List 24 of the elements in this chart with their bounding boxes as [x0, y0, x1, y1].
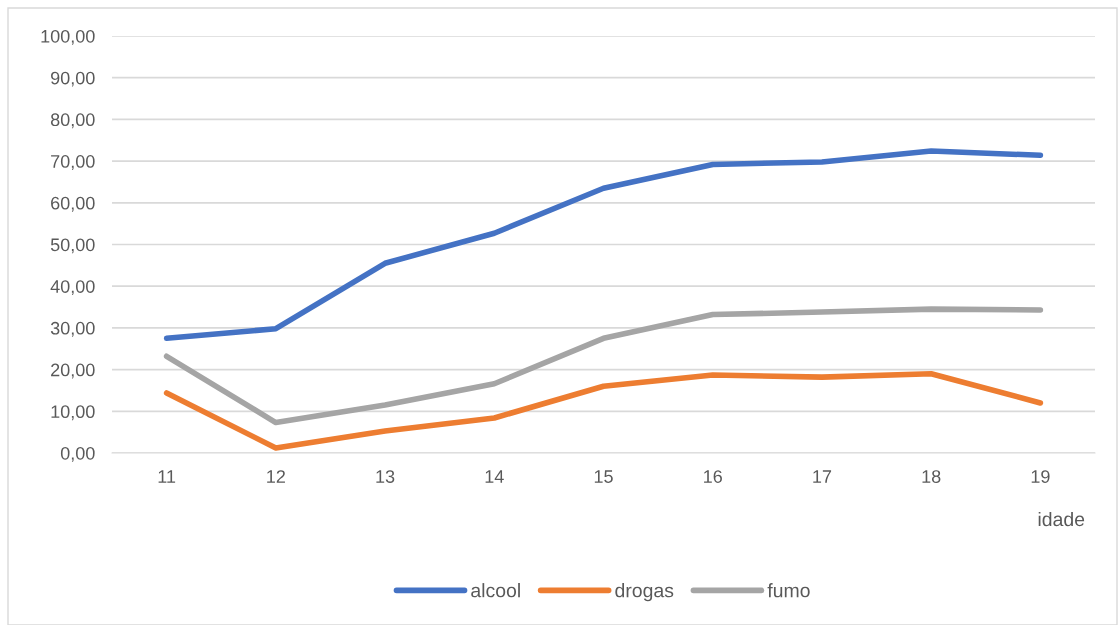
legend-label: drogas [615, 583, 674, 602]
x-tick-label: 11 [158, 470, 176, 483]
y-tick-label: 80,00 [50, 113, 95, 129]
x-tick-label: 15 [594, 470, 613, 483]
y-tick-label: 70,00 [51, 155, 95, 170]
y-tick-label: 30,00 [50, 321, 95, 337]
y-tick-label: 100,00 [41, 29, 95, 45]
y-tick-label: 90,00 [51, 71, 95, 87]
x-tick-label: 16 [704, 470, 722, 483]
y-tick-label: 10,00 [51, 405, 95, 421]
x-tick-label: 18 [922, 470, 941, 483]
y-tick-label: 40,00 [50, 280, 95, 296]
x-tick-label: 17 [813, 470, 832, 483]
x-tick-label: 13 [376, 470, 395, 483]
y-tick-label: 0,00 [60, 446, 95, 462]
y-tick-label: 50,00 [50, 238, 95, 254]
legend-label: alcool [471, 583, 520, 598]
y-tick-label: 60,00 [51, 196, 95, 212]
legend-label: fumo [767, 583, 810, 598]
x-tick-label: 19 [1031, 470, 1050, 483]
x-tick-label: 12 [267, 470, 285, 483]
y-tick-label: 20,00 [51, 363, 95, 379]
x-tick-label: 14 [485, 470, 504, 483]
x-axis-title: idade [1038, 511, 1085, 527]
